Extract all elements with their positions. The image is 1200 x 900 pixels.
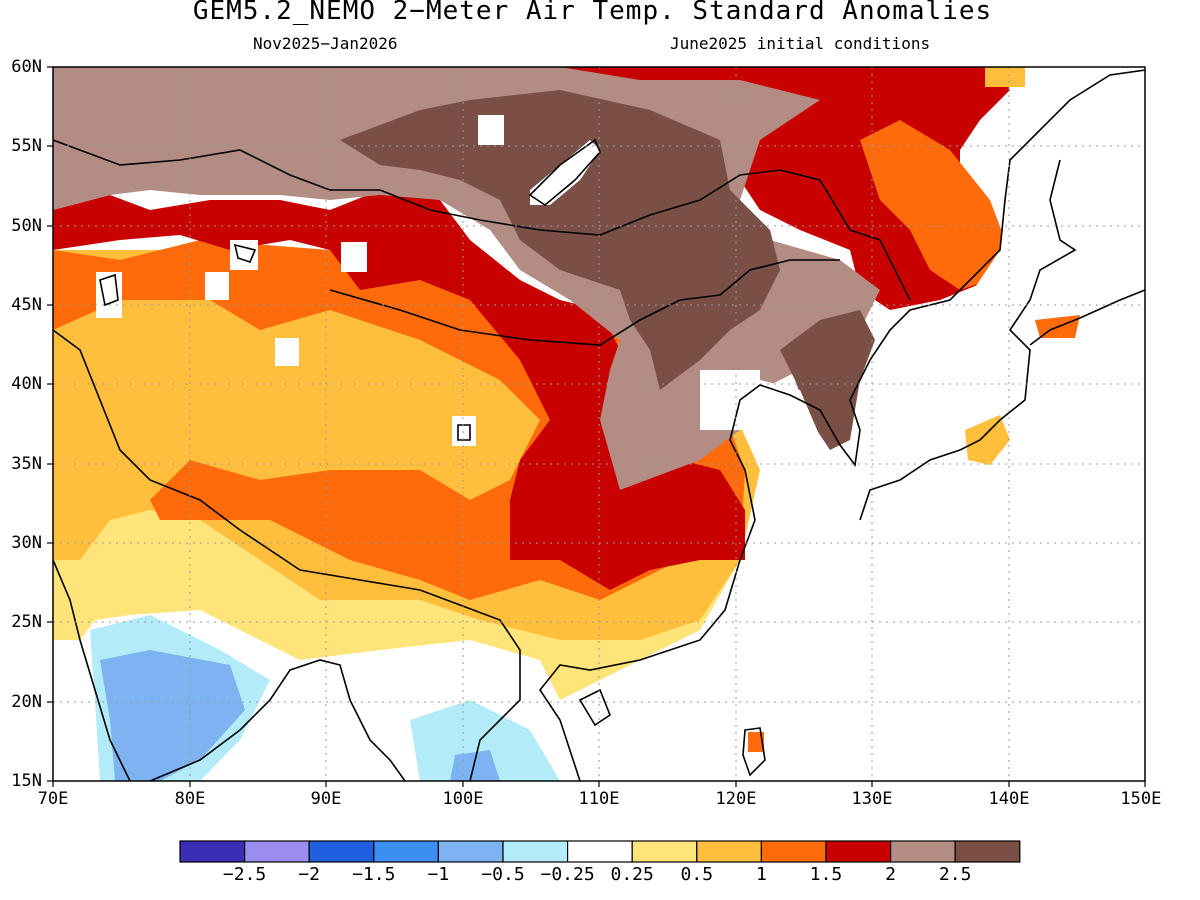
lat-label: 20N bbox=[11, 692, 42, 712]
colorbar-swatch bbox=[825, 840, 892, 863]
colorbar-swatch bbox=[954, 840, 1021, 863]
lon-label: 110E bbox=[578, 789, 620, 809]
lake-khovsgol bbox=[478, 115, 504, 145]
colorbar-swatch bbox=[760, 840, 827, 863]
zone-japan-south-2 bbox=[965, 415, 1010, 465]
zone-extreme-korea bbox=[780, 310, 875, 450]
colorbar-swatch bbox=[889, 840, 956, 863]
colorbar-swatch bbox=[502, 840, 569, 863]
lon-label: 150E bbox=[1120, 789, 1162, 809]
map-title: GEM5.2_NEMO 2−Meter Air Temp. Standard A… bbox=[192, 0, 993, 26]
gridlines bbox=[53, 67, 1145, 781]
colorbar-label: −2 bbox=[298, 864, 321, 885]
colorbar-swatch bbox=[373, 840, 439, 863]
anomaly-field bbox=[53, 67, 1145, 781]
lat-label: 60N bbox=[11, 57, 42, 77]
lake-qinghai bbox=[452, 416, 476, 446]
colorbar-swatch bbox=[244, 840, 310, 863]
init-subtitle: June2025 initial conditions bbox=[670, 34, 931, 53]
lat-label: 35N bbox=[11, 454, 42, 474]
lat-label: 50N bbox=[11, 216, 42, 236]
lon-label: 130E bbox=[851, 789, 893, 809]
colorbar-label: 0.25 bbox=[610, 864, 654, 885]
lon-label: 80E bbox=[174, 789, 206, 809]
colorbar-label: 1.5 bbox=[809, 864, 843, 885]
lat-label: 25N bbox=[11, 612, 42, 632]
colorbar-swatch bbox=[631, 840, 698, 863]
zone-moderate-warm-east bbox=[860, 120, 1005, 290]
zone-strong-warm bbox=[53, 190, 745, 590]
bohai-bay bbox=[700, 370, 760, 430]
zone-okhotsk-warm bbox=[985, 67, 1025, 87]
lake-zaysan bbox=[341, 242, 367, 272]
colorbar-label: 2 bbox=[885, 864, 897, 885]
lat-label: 15N bbox=[11, 771, 42, 791]
lon-label: 140E bbox=[988, 789, 1030, 809]
zone-extreme bbox=[340, 90, 780, 390]
colorbar-label: −0.5 bbox=[481, 864, 525, 885]
colorbar-label: −1.5 bbox=[352, 864, 396, 885]
zone-taiwan-2 bbox=[748, 732, 764, 752]
sea-japan bbox=[900, 67, 1145, 380]
zone-cool-south bbox=[410, 700, 560, 781]
lake-small bbox=[275, 338, 299, 366]
zone-moderate-cool bbox=[100, 650, 245, 781]
ocean-pacific bbox=[560, 250, 1145, 781]
colorbar-label: 0.5 bbox=[680, 864, 714, 885]
colorbar-swatch bbox=[566, 840, 633, 863]
lake-baikal bbox=[530, 140, 600, 205]
colorbar-label: −1 bbox=[427, 864, 450, 885]
lat-label: 30N bbox=[11, 533, 42, 553]
lon-label: 100E bbox=[442, 789, 484, 809]
zone-cool-core bbox=[450, 750, 500, 781]
colorbar-label: −2.5 bbox=[222, 864, 267, 885]
lat-label: 55N bbox=[11, 136, 42, 156]
lake-issyk bbox=[205, 272, 229, 300]
lat-label: 40N bbox=[11, 374, 42, 394]
lat-label: 45N bbox=[11, 295, 42, 315]
colorbar-swatch bbox=[696, 840, 762, 863]
lon-label: 120E bbox=[715, 789, 757, 809]
colorbar-label: −0.25 bbox=[540, 864, 595, 885]
colorbar-swatch bbox=[308, 840, 375, 863]
lon-label: 70E bbox=[37, 789, 69, 809]
coastlines bbox=[53, 69, 1145, 781]
axis-ticks bbox=[47, 66, 1146, 787]
lon-label: 90E bbox=[310, 789, 342, 809]
colorbar-swatch bbox=[179, 840, 246, 863]
colorbar-label: 2.5 bbox=[938, 864, 972, 885]
colorbar bbox=[179, 840, 1021, 863]
period-subtitle: Nov2025−Jan2026 bbox=[253, 34, 398, 53]
colorbar-swatch bbox=[437, 840, 504, 863]
colorbar-label: 1 bbox=[755, 864, 767, 885]
